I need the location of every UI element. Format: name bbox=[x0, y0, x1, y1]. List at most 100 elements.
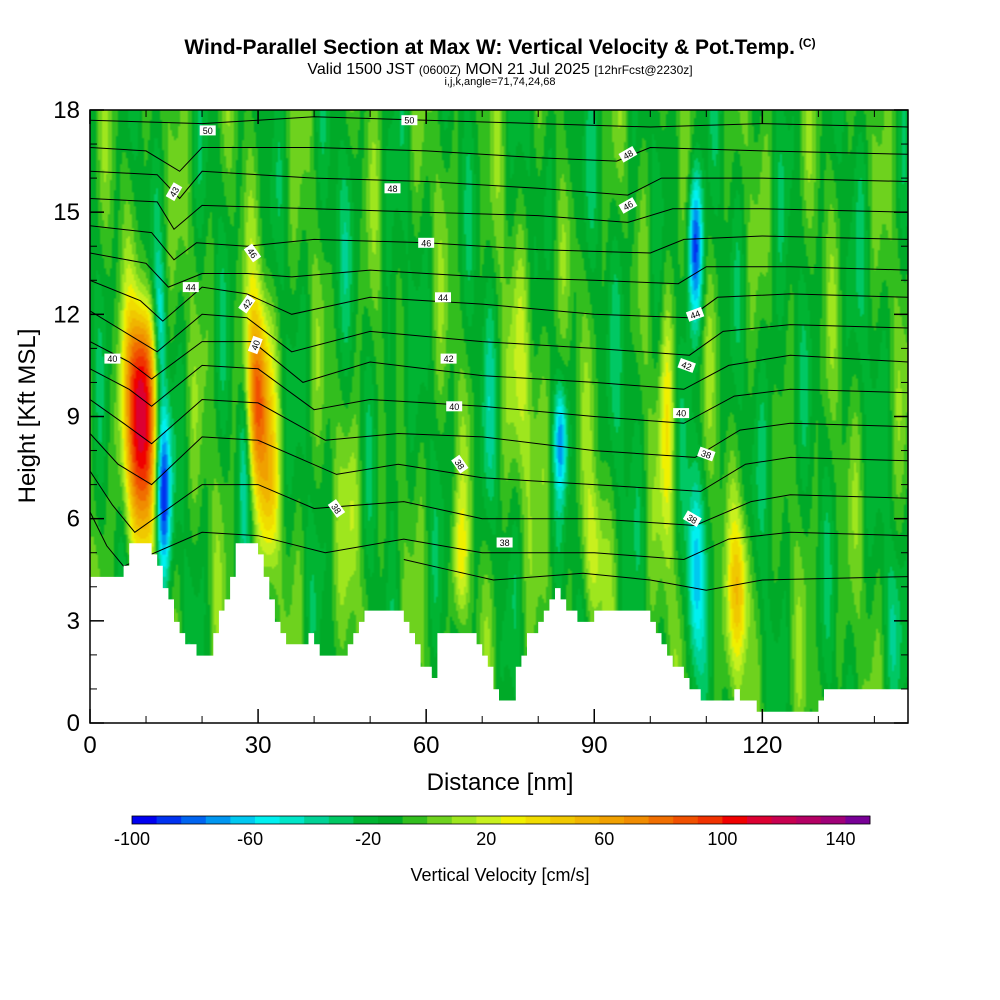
theta-label-text: 48 bbox=[621, 148, 635, 162]
theta-label-text: 44 bbox=[689, 308, 702, 321]
theta-label: 43 bbox=[165, 182, 183, 202]
colorbar-swatch bbox=[673, 816, 699, 824]
x-tick-label: 30 bbox=[245, 732, 272, 759]
y-tick-label: 3 bbox=[67, 608, 80, 635]
theta-label-box bbox=[327, 499, 346, 518]
theta-label-box bbox=[401, 115, 418, 126]
theta-label: 40 bbox=[446, 401, 463, 412]
theta-label-text: 40 bbox=[249, 339, 262, 352]
theta-label: 42 bbox=[677, 357, 696, 373]
theta-label-text: 44 bbox=[186, 283, 196, 293]
theta-label: 40 bbox=[673, 408, 690, 419]
theta-label-text: 50 bbox=[203, 126, 213, 136]
theta-label: 38 bbox=[327, 499, 346, 518]
x-axis-label: Distance [nm] bbox=[427, 769, 574, 796]
theta-label-box bbox=[384, 183, 401, 194]
y-tick-label: 15 bbox=[53, 199, 80, 226]
theta-contour bbox=[90, 364, 908, 424]
colorbar-swatch bbox=[820, 816, 846, 824]
x-tick-label: 120 bbox=[742, 732, 782, 759]
theta-contour bbox=[90, 398, 908, 458]
theta-label-box bbox=[104, 353, 121, 364]
theta-label: 50 bbox=[199, 125, 216, 136]
colorbar-swatch bbox=[132, 816, 157, 824]
theta-label: 46 bbox=[418, 237, 435, 248]
theta-label-text: 38 bbox=[685, 512, 699, 526]
x-tick-label: 90 bbox=[581, 732, 608, 759]
colorbar-swatch bbox=[402, 816, 428, 824]
theta-label: 38 bbox=[451, 454, 469, 474]
theta-label-box bbox=[199, 125, 216, 136]
theta-label-box bbox=[247, 335, 263, 355]
colorbar-tick-label: -20 bbox=[355, 829, 381, 849]
theta-label-text: 40 bbox=[107, 354, 117, 364]
theta-label-box bbox=[238, 294, 256, 314]
theta-contour bbox=[90, 198, 908, 230]
theta-label-text: 46 bbox=[421, 238, 431, 248]
colorbar-frame bbox=[131, 815, 871, 825]
y-tick-label: 0 bbox=[67, 710, 80, 737]
theta-label: 40 bbox=[104, 353, 121, 364]
theta-label-text: 42 bbox=[240, 297, 254, 311]
theta-label: 42 bbox=[440, 353, 457, 364]
vertical-velocity-field bbox=[90, 110, 908, 723]
plot-axes: 0 30 60 90 120 0 3 6 9 12 15 18 bbox=[53, 97, 909, 759]
chart-subtitle: Valid 1500 JST (0600Z) MON 21 Jul 2025 [… bbox=[307, 61, 693, 78]
theta-label-box bbox=[440, 353, 457, 364]
colorbar-swatch bbox=[181, 816, 207, 824]
colorbar-swatch bbox=[796, 816, 822, 824]
theta-label: 38 bbox=[682, 510, 702, 528]
theta-label-box bbox=[673, 408, 690, 419]
theta-contour bbox=[90, 433, 908, 492]
theta-label-box bbox=[435, 292, 451, 303]
y-tick-label: 9 bbox=[67, 404, 80, 431]
copyright-mark: (C) bbox=[798, 36, 816, 50]
chart-params: i,j,k,angle=71,74,24,68 bbox=[444, 76, 556, 88]
colorbar-swatch bbox=[205, 816, 231, 824]
colorbar-tick-label: -60 bbox=[237, 829, 263, 849]
theta-contour bbox=[90, 341, 908, 390]
colorbar-swatch bbox=[747, 816, 772, 824]
colorbar-swatch bbox=[427, 816, 453, 824]
colorbar-swatch bbox=[722, 816, 748, 824]
theta-label-box bbox=[182, 282, 199, 293]
theta-contour bbox=[90, 146, 908, 172]
theta-label-box bbox=[677, 357, 696, 373]
y-axis-label: Height [Kft MSL] bbox=[14, 329, 41, 504]
theta-label-text: 42 bbox=[444, 354, 454, 364]
colorbar-swatch bbox=[378, 816, 403, 824]
colorbar-swatch bbox=[599, 816, 625, 824]
theta-label-text: 38 bbox=[700, 448, 713, 461]
colorbar-swatch bbox=[845, 816, 871, 824]
y-tick-label: 12 bbox=[53, 301, 80, 328]
colorbar-tick-label: 20 bbox=[476, 829, 496, 849]
theta-label-box bbox=[682, 510, 702, 528]
theta-contour bbox=[90, 310, 908, 356]
theta-label-text: 46 bbox=[245, 246, 259, 260]
theta-label-box bbox=[243, 243, 262, 263]
colorbar-swatch bbox=[304, 816, 330, 824]
colorbar-swatch bbox=[451, 816, 477, 824]
theta-label-text: 38 bbox=[500, 538, 510, 548]
theta-label: 44 bbox=[685, 306, 705, 322]
theta-label: 38 bbox=[697, 446, 716, 462]
theta-contour bbox=[90, 116, 908, 128]
theta-label: 44 bbox=[182, 282, 199, 293]
colorbar-swatch bbox=[328, 816, 354, 824]
x-tick-label: 60 bbox=[413, 732, 440, 759]
theta-label-box bbox=[165, 182, 183, 202]
colorbar-swatch bbox=[550, 816, 576, 824]
potential-temperature-labels: 50 50 48 43 48 46 46 46 44 44 44 42 40 40 42 42 40 40 38 38… bbox=[104, 115, 716, 548]
colorbar-tick-label: 140 bbox=[825, 829, 855, 849]
colorbar-tick-label: 60 bbox=[594, 829, 614, 849]
theta-label-text: 40 bbox=[676, 409, 686, 419]
theta-label-text: 38 bbox=[329, 502, 343, 516]
theta-contour bbox=[90, 470, 908, 533]
colorbar-swatch bbox=[156, 816, 182, 824]
colorbar-swatch bbox=[648, 816, 674, 824]
theta-label-box bbox=[446, 401, 463, 412]
theta-label: 50 bbox=[401, 115, 418, 126]
colorbar-swatch bbox=[230, 816, 256, 824]
y-tick-label: 6 bbox=[67, 506, 80, 533]
